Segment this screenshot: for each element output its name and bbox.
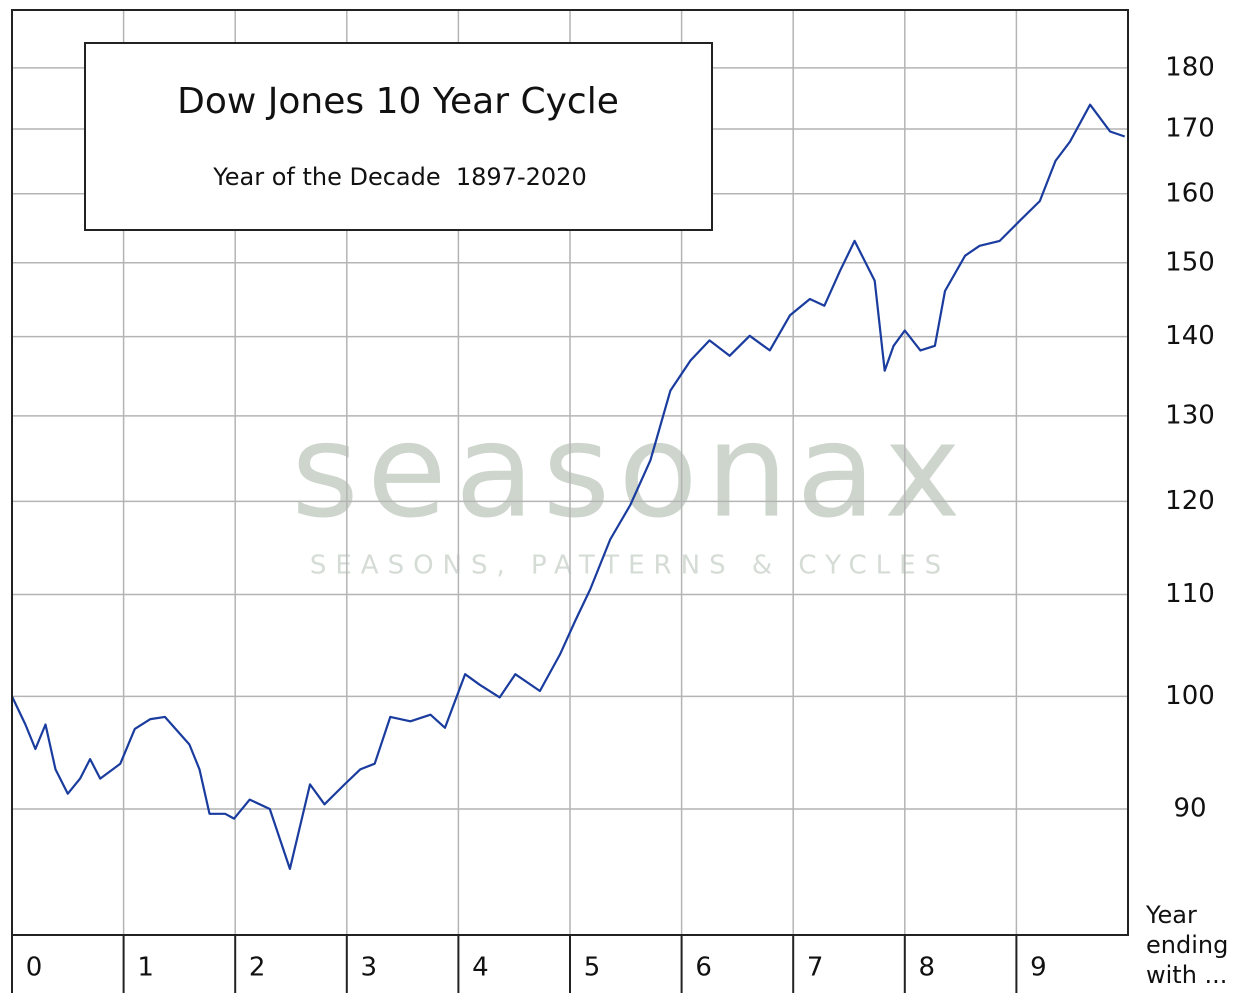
x-tick-label: 8 [919, 953, 936, 983]
y-tick-label: 180 [1165, 52, 1215, 82]
watermark: seasonax [291, 395, 969, 547]
y-tick-label: 110 [1165, 579, 1215, 609]
title-box [84, 42, 713, 231]
x-tick-label: 4 [472, 953, 489, 983]
chart-subtitle: Year of the Decade 1897-2020 [212, 163, 586, 191]
y-tick-label: 150 [1165, 247, 1215, 277]
x-tick-label: 9 [1030, 953, 1047, 983]
x-tick-label: 6 [695, 953, 712, 983]
y-tick-label: 130 [1165, 400, 1215, 430]
chart-title: Dow Jones 10 Year Cycle [177, 81, 619, 122]
watermark-tagline: SEASONS, PATTERNS & CYCLES [310, 551, 950, 581]
x-axis-label: Year ending with ... [1146, 901, 1229, 989]
y-tick-label: 140 [1165, 321, 1215, 351]
y-tick-label: 100 [1165, 681, 1215, 711]
x-tick-label: 3 [361, 953, 378, 983]
x-tick-label: 1 [137, 953, 154, 983]
x-tick-label: 7 [807, 953, 824, 983]
y-tick-label: 170 [1165, 113, 1215, 143]
x-tick-label: 2 [249, 953, 266, 983]
y-tick-label: 160 [1165, 178, 1215, 208]
plot [11, 103, 1126, 870]
y-tick-label: 90 [1173, 794, 1206, 824]
x-tick-label: 5 [584, 953, 601, 983]
x-tick-label: 0 [26, 953, 43, 983]
y-tick-label: 120 [1165, 486, 1215, 516]
line-series [11, 103, 1126, 870]
